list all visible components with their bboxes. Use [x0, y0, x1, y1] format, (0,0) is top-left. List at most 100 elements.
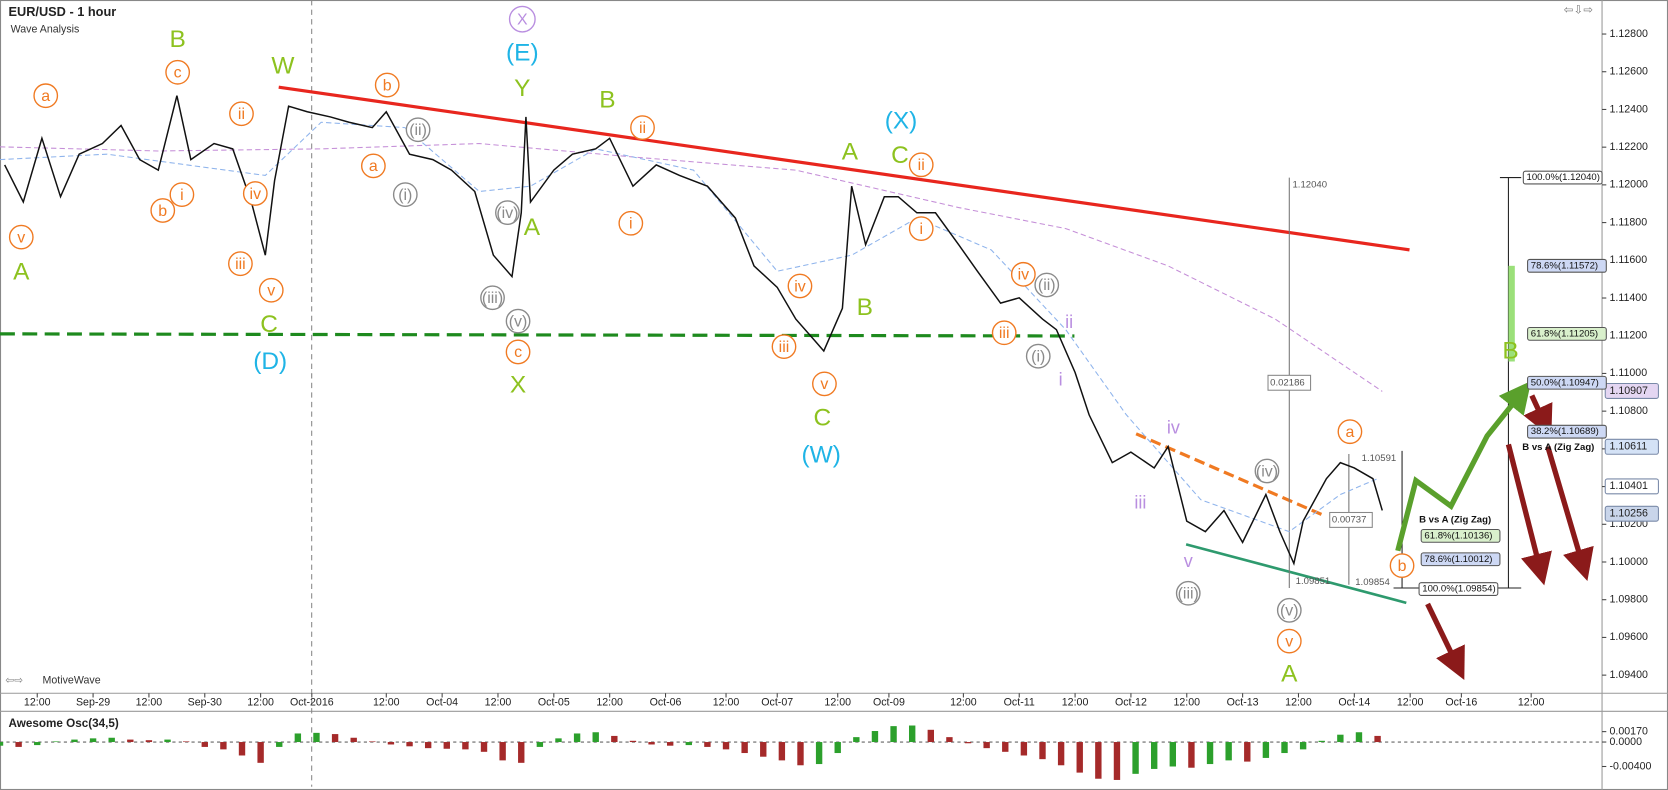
wave-label: a — [1345, 424, 1354, 441]
chart-title: EUR/USD - 1 hour — [9, 4, 117, 19]
fib-label: 61.8%(1.11205) — [1531, 328, 1598, 339]
chart-subtitle: Wave Analysis — [11, 24, 80, 36]
osc-bar — [741, 742, 748, 754]
x-tick-label: 12:00 — [485, 697, 512, 709]
osc-bar — [1206, 742, 1214, 765]
osc-bar — [145, 740, 153, 743]
measure-label: 0.02186 — [1270, 377, 1305, 388]
osc-bar — [480, 742, 488, 752]
wave-circle — [618, 210, 644, 236]
fib-box — [1420, 552, 1501, 567]
wave-circle — [405, 117, 431, 143]
osc-bar — [220, 742, 227, 750]
y-tick-label: -0.00400 — [1609, 760, 1651, 772]
osc-bar — [983, 742, 990, 749]
fib-label: 78.6%(1.10012) — [1424, 554, 1492, 565]
y-tick-label: 1.12600 — [1609, 66, 1648, 78]
y-tick-label: 0.00170 — [1609, 725, 1648, 737]
wave-circle — [1276, 628, 1302, 654]
measure-label: 0.00737 — [1332, 514, 1367, 525]
wave-circle — [812, 371, 837, 397]
osc-bar — [238, 742, 246, 756]
x-tick-label: 12:00 — [136, 697, 163, 709]
wave-label: (iv) — [1256, 463, 1278, 480]
osc-bar — [108, 737, 115, 743]
fib-label: 38.2%(1.10689) — [1531, 426, 1599, 437]
fib-label: 50.0%(1.10947) — [1531, 377, 1599, 388]
y-tick-label: 1.09800 — [1609, 594, 1648, 606]
x-tick-label: 12:00 — [596, 697, 623, 709]
osc-bar — [257, 742, 264, 763]
price-line — [4, 95, 1383, 566]
projection-arrow-down — [1545, 445, 1594, 581]
price-line — [0, 121, 1378, 533]
nav-icons[interactable]: ⇦⇨ — [5, 674, 23, 686]
price-tag-label: 1.10401 — [1609, 480, 1648, 492]
osc-bar — [1151, 742, 1158, 769]
x-tick-label: 12:00 — [824, 697, 851, 709]
wave-circle — [630, 115, 655, 140]
wave-circle — [33, 83, 59, 109]
fib-label: B vs A (Zig Zag) — [1522, 442, 1594, 453]
osc-bar — [499, 742, 506, 761]
wave-label: ii — [918, 157, 925, 174]
wave-circle — [1337, 419, 1363, 445]
osc-bar — [704, 742, 711, 747]
osc-bar — [1374, 735, 1381, 743]
osc-bar — [182, 741, 190, 743]
y-tick-label: 1.12000 — [1609, 179, 1648, 191]
wave-label: (W) — [802, 442, 841, 469]
measure-label: 1.12040 — [1292, 180, 1327, 191]
osc-bar — [1057, 742, 1065, 766]
wave-label: Y — [514, 75, 530, 102]
wave-circle — [480, 285, 505, 311]
price-line — [0, 143, 1383, 392]
wave-circle — [258, 277, 284, 303]
wave-label: iv — [250, 186, 262, 203]
x-tick-label: Oct-07 — [761, 697, 793, 709]
wave-label: (iii) — [482, 290, 503, 307]
wave-circle — [908, 152, 934, 178]
wave-label: (iv) — [496, 205, 518, 222]
wave-label: B — [599, 86, 615, 113]
x-tick-label: Sep-29 — [76, 697, 110, 709]
wave-label: (ii) — [1038, 277, 1056, 294]
wave-label: (D) — [253, 348, 287, 375]
osc-bar — [406, 742, 413, 747]
wave-label: ii — [238, 106, 245, 123]
x-tick-label: Oct-16 — [1445, 697, 1477, 709]
wave-label: a — [369, 158, 378, 175]
wave-label: (X) — [885, 108, 918, 135]
panel-icons[interactable]: ⇦⇩⇨ — [1564, 4, 1594, 17]
osc-bar — [164, 739, 171, 743]
fib-box — [1527, 326, 1607, 341]
osc-bar — [1132, 742, 1139, 774]
osc-bar — [592, 732, 599, 743]
x-tick-label: 12:00 — [1518, 697, 1545, 709]
wave-label: v — [267, 283, 275, 300]
osc-bar — [313, 732, 320, 743]
x-tick-label: Oct-05 — [538, 697, 570, 709]
osc-bar — [1355, 732, 1363, 743]
y-tick-label: 1.10800 — [1609, 405, 1648, 417]
x-tick-label: Oct-04 — [426, 697, 458, 709]
wave-label: c — [514, 344, 522, 361]
wave-label: i — [1059, 369, 1063, 389]
y-tick-label: 1.12800 — [1609, 28, 1648, 40]
measure-box — [1267, 374, 1312, 391]
fib-label: 78.6%(1.11572) — [1531, 260, 1598, 271]
osc-bar — [573, 733, 581, 743]
y-tick-label: 1.10000 — [1609, 556, 1648, 568]
fib-box — [1420, 528, 1501, 543]
wave-circle — [8, 224, 34, 250]
projection-arrow-down — [1505, 443, 1552, 586]
wave-label: (i) — [1031, 348, 1045, 365]
y-tick-label: 1.11800 — [1609, 216, 1647, 228]
osc-bar — [629, 740, 637, 743]
osc-bar — [685, 742, 692, 746]
price-tag-label: 1.10907 — [1609, 385, 1648, 397]
osc-bar — [52, 741, 60, 743]
fib-zone — [1508, 265, 1515, 362]
